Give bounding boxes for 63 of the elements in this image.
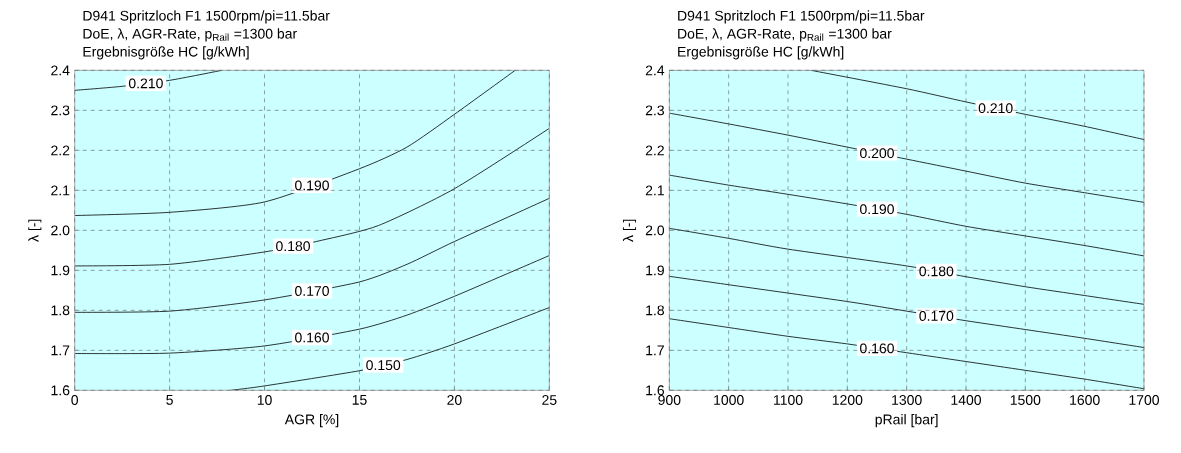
x-axis-title: pRail [bar]	[875, 414, 938, 428]
chart-title: D941 Spritzloch F1 1500rpm/pi=11.5bar	[83, 10, 330, 24]
y-tick-label: 2.4	[645, 65, 665, 76]
x-tick-label: 15	[352, 395, 367, 405]
line-series	[669, 112, 1144, 203]
x-tick-label: 900	[658, 395, 681, 405]
x-tick-label: 1500	[1010, 395, 1041, 405]
y-tick-label: 2.2	[645, 145, 664, 156]
x-tick-label: 25	[542, 395, 557, 405]
series-label: 0.170	[919, 310, 954, 321]
series-label: 0.170	[295, 285, 329, 296]
x-tick-label: 20	[447, 395, 462, 405]
line-series	[74, 127, 550, 267]
x-tick-label: 1400	[951, 395, 982, 405]
series-label: 0.200	[860, 148, 894, 159]
line-series	[74, 197, 550, 313]
y-tick-label: 2.3	[51, 105, 70, 116]
series-label: 0.190	[860, 204, 894, 215]
series-label: 0.180	[919, 266, 954, 277]
y-tick-label: 2.1	[51, 185, 70, 196]
y-tick-label: 1.7	[51, 345, 70, 356]
y-tick-label: 1.8	[646, 305, 665, 316]
line-series	[229, 307, 550, 391]
x-tick-label: 1200	[832, 395, 863, 405]
line-series	[669, 227, 1144, 305]
x-tick-label: 0	[71, 395, 79, 405]
y-tick-label: 1.8	[51, 305, 70, 316]
x-tick-label: 10	[257, 395, 272, 405]
text: Ergebnisgröße HC [g/kWh]	[678, 46, 844, 60]
series-label: 0.210	[128, 78, 163, 89]
chart-subtitle: DoE, λ, AGR-Rate, p$_{Rail}$ =1300 bar	[83, 28, 297, 42]
x-tick-label: 1000	[714, 395, 744, 405]
y-axis-title: λ [-]	[622, 219, 637, 242]
y-tick-label: 1.6	[51, 385, 70, 396]
y-tick-label: 1.7	[646, 345, 664, 356]
x-tick-label: 1300	[892, 395, 922, 405]
series-label: 0.160	[295, 332, 329, 343]
x-tick-label: 1100	[774, 395, 803, 405]
y-tick-label: 1.6	[646, 385, 665, 396]
x-tick-label: 1700	[1129, 395, 1159, 405]
y-tick-label: 2.0	[645, 225, 665, 236]
line-series	[74, 255, 550, 355]
y-tick-label: 1.9	[646, 265, 664, 276]
y-tick-label: 2.3	[645, 105, 665, 116]
y-tick-label: 2.2	[51, 145, 70, 156]
y-axis-title: λ [-]	[28, 219, 42, 242]
series-label: 0.160	[860, 343, 894, 354]
x-axis-title: AGR [%]	[284, 414, 339, 428]
series-label: 0.180	[276, 241, 310, 252]
y-tick-label: 2.4	[51, 65, 70, 76]
y-tick-label: 2.1	[645, 185, 664, 196]
series-label: 0.150	[366, 360, 401, 371]
chart-title: D941 Spritzloch F1 1500rpm/pi=11.5bar	[678, 10, 925, 24]
series-label: 0.190	[295, 180, 329, 191]
x-tick-label: 1600	[1070, 395, 1100, 405]
chart-subtitle: DoE, λ, AGR-Rate, p$_{Rail}$ =1300 bar	[678, 28, 892, 42]
line-series	[669, 174, 1144, 257]
x-tick-label: 5	[166, 395, 173, 405]
series-label: 0.210	[978, 103, 1013, 114]
text: Ergebnisgröße HC [g/kWh]	[83, 46, 249, 60]
y-tick-label: 1.9	[51, 265, 70, 276]
line-series	[74, 70, 516, 216]
y-tick-label: 2.0	[51, 225, 70, 236]
